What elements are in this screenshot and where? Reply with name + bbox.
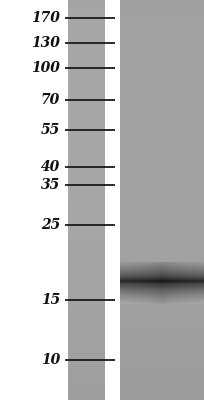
Text: 130: 130 — [31, 36, 60, 50]
Text: 10: 10 — [41, 353, 60, 367]
Text: 100: 100 — [31, 61, 60, 75]
Text: 70: 70 — [41, 93, 60, 107]
Text: 15: 15 — [41, 293, 60, 307]
Text: 25: 25 — [41, 218, 60, 232]
Text: 35: 35 — [41, 178, 60, 192]
Text: 40: 40 — [41, 160, 60, 174]
Text: 170: 170 — [31, 11, 60, 25]
Text: 55: 55 — [41, 123, 60, 137]
